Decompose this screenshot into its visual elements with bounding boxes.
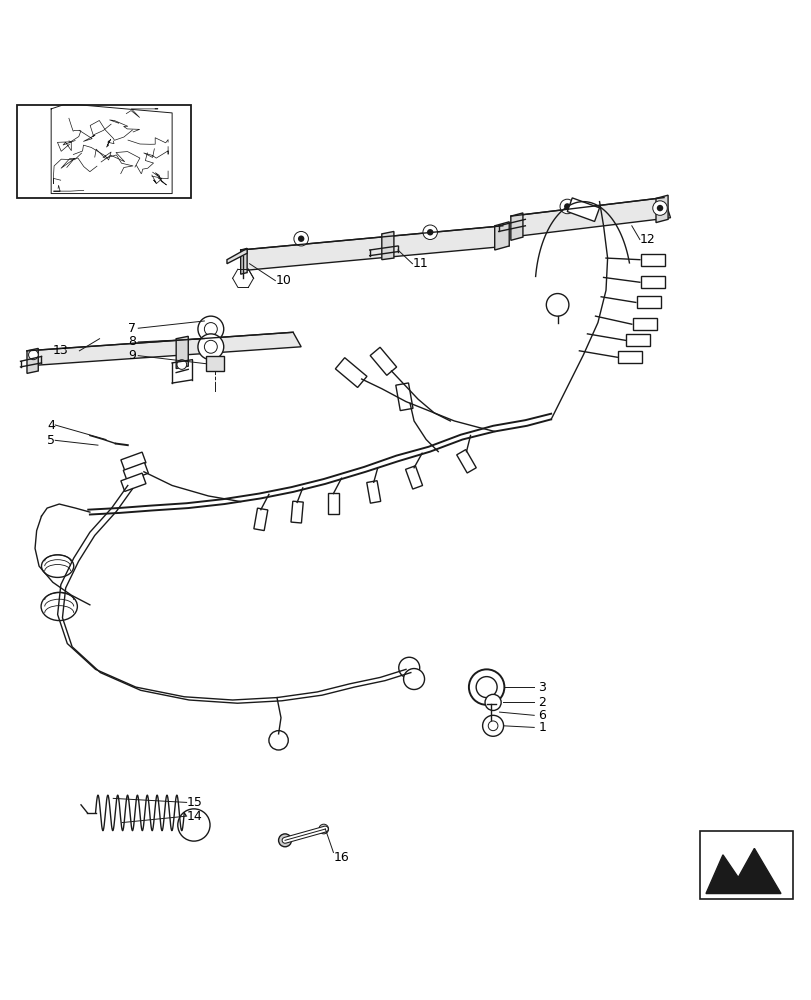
Polygon shape (510, 213, 522, 240)
Polygon shape (625, 334, 650, 346)
Polygon shape (655, 195, 667, 223)
Polygon shape (510, 198, 670, 236)
Text: 13: 13 (53, 344, 68, 357)
Polygon shape (176, 336, 188, 369)
Text: 12: 12 (639, 233, 654, 246)
Circle shape (484, 694, 500, 710)
Circle shape (427, 229, 433, 235)
Text: 15: 15 (187, 796, 202, 809)
Circle shape (482, 715, 503, 736)
Polygon shape (328, 493, 338, 514)
Polygon shape (254, 508, 268, 531)
Polygon shape (27, 332, 301, 365)
Circle shape (198, 316, 224, 342)
Circle shape (268, 731, 288, 750)
Circle shape (28, 350, 38, 360)
Text: 2: 2 (538, 696, 546, 709)
Circle shape (487, 721, 497, 731)
Circle shape (403, 669, 424, 690)
Circle shape (475, 677, 496, 698)
Polygon shape (121, 473, 146, 491)
Text: 7: 7 (127, 322, 135, 335)
Polygon shape (240, 248, 247, 274)
Text: 11: 11 (412, 257, 427, 270)
Circle shape (177, 360, 187, 369)
Circle shape (204, 323, 217, 335)
Circle shape (294, 231, 308, 246)
Polygon shape (567, 198, 599, 221)
Circle shape (423, 225, 437, 240)
Text: 5: 5 (47, 434, 55, 447)
Polygon shape (640, 254, 664, 266)
Circle shape (298, 235, 304, 242)
Bar (206, 356, 224, 371)
Polygon shape (636, 296, 660, 308)
Polygon shape (494, 222, 508, 250)
Polygon shape (335, 358, 367, 387)
Polygon shape (381, 231, 393, 260)
Text: 16: 16 (333, 851, 349, 864)
Circle shape (278, 834, 291, 847)
Text: 9: 9 (127, 349, 135, 362)
Polygon shape (121, 452, 146, 470)
Bar (700, 831, 792, 899)
Polygon shape (370, 347, 396, 375)
Polygon shape (456, 450, 476, 473)
Text: 10: 10 (275, 274, 291, 287)
Polygon shape (705, 848, 780, 894)
Circle shape (564, 203, 570, 210)
Polygon shape (632, 318, 656, 330)
Polygon shape (617, 351, 642, 363)
Bar (17, 105, 191, 198)
Circle shape (560, 199, 574, 214)
Circle shape (468, 669, 504, 705)
Text: 6: 6 (538, 709, 546, 722)
Text: 3: 3 (538, 681, 546, 694)
Circle shape (652, 201, 667, 215)
Polygon shape (227, 248, 247, 264)
Polygon shape (640, 276, 664, 288)
Circle shape (198, 334, 224, 360)
Polygon shape (27, 348, 38, 373)
Text: 8: 8 (127, 335, 135, 348)
Polygon shape (240, 226, 508, 270)
Polygon shape (395, 383, 413, 411)
Ellipse shape (41, 555, 74, 577)
Polygon shape (367, 481, 380, 503)
Circle shape (204, 340, 217, 353)
Circle shape (398, 657, 419, 678)
Circle shape (178, 809, 210, 841)
Polygon shape (123, 463, 148, 481)
Circle shape (656, 205, 663, 211)
Polygon shape (405, 466, 422, 489)
Text: 1: 1 (538, 721, 546, 734)
Ellipse shape (41, 592, 77, 621)
Polygon shape (290, 501, 303, 523)
Circle shape (319, 824, 328, 834)
Text: 14: 14 (187, 810, 202, 823)
Text: 4: 4 (47, 419, 55, 432)
